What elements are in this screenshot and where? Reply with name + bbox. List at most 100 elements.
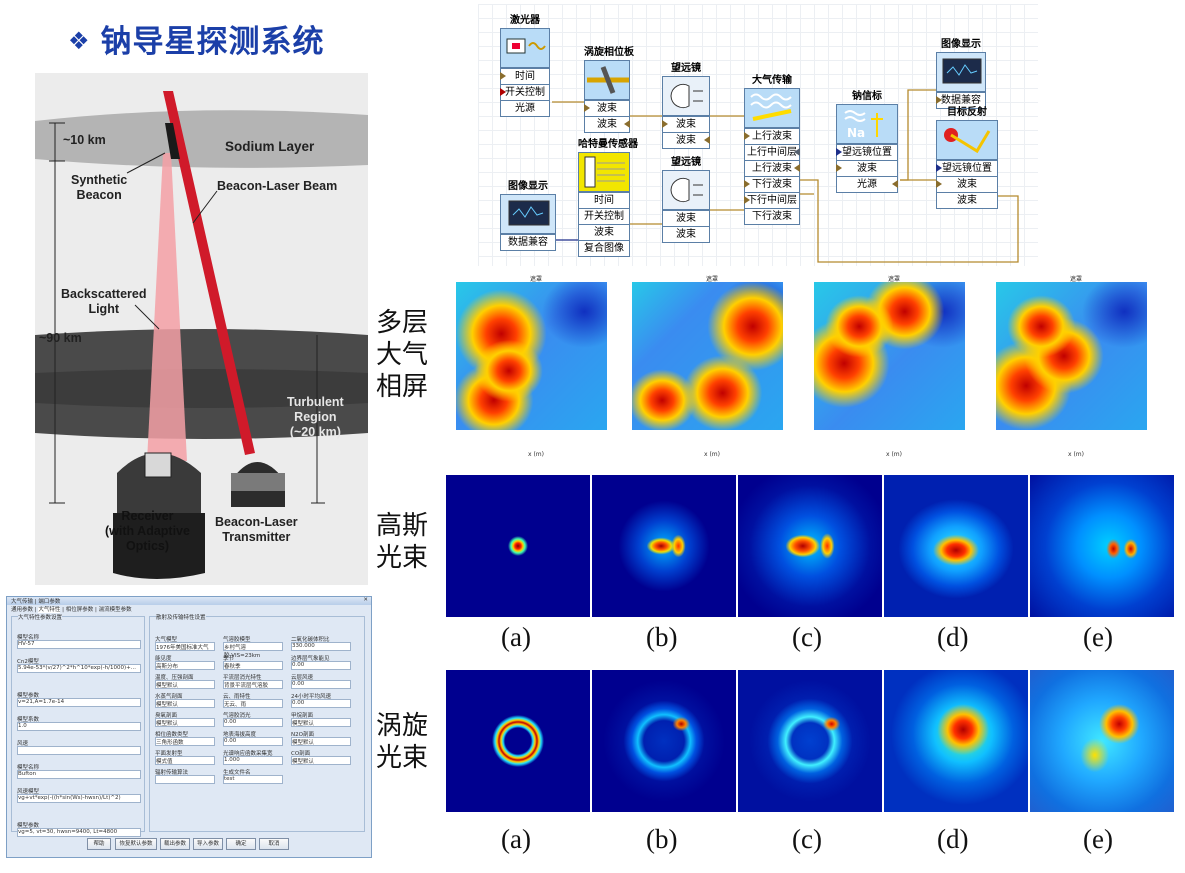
close-icon[interactable]: ✕: [363, 597, 368, 603]
phase-plate-icon: [584, 60, 630, 100]
vortex-port-beam-out[interactable]: 波束: [584, 117, 630, 133]
left-field-input[interactable]: 1.0: [17, 722, 141, 731]
right-field-input[interactable]: 乡村气溶胶,VIS=23km: [223, 642, 283, 659]
right-field-input[interactable]: 1976年美国标准大气: [155, 642, 215, 651]
cancel-button[interactable]: 取消: [259, 838, 289, 850]
right-field-label: 边界层气象能见: [291, 656, 330, 662]
telescope-top-port-out[interactable]: 波束: [662, 133, 710, 149]
laser-port-time[interactable]: 时间: [500, 68, 550, 85]
vortex-port-beam-in[interactable]: 波束: [584, 100, 630, 117]
simulation-flow-diagram: 激光器 时间 开关控制 光源 涡旋相位板 波束 波束 望远镜 波束 波束 大气传…: [478, 4, 1038, 266]
left-field-input[interactable]: HV-57: [17, 640, 141, 649]
block-atmosphere-transfer[interactable]: 大气传输 上行波束 上行中间层 上行波束 下行波束 下行中间层 下行波束: [744, 74, 800, 225]
sodium-port-telescope-pos[interactable]: 望远镜位置: [836, 144, 898, 161]
telescope-bottom-port-in[interactable]: 波束: [662, 210, 710, 227]
atmo-port-down-beam-in[interactable]: 下行波束: [744, 177, 800, 193]
right-field-input[interactable]: 模型默认: [155, 680, 215, 689]
display-bottom-port[interactable]: 数据兼容: [500, 234, 556, 251]
atmo-port-up-beam-out[interactable]: 上行波束: [744, 161, 800, 177]
help-button[interactable]: 帮助: [87, 838, 111, 850]
atmo-port-up-beam-in[interactable]: 上行波束: [744, 128, 800, 145]
block-image-display-bottom[interactable]: 图像显示 数据兼容: [500, 180, 556, 251]
import-params-button[interactable]: 导入参数: [193, 838, 223, 850]
phase-screen-2: 遮罩 x (m): [622, 274, 802, 458]
tab-atmosphere[interactable]: 大气特性: [38, 607, 61, 613]
target-port-telescope-pos[interactable]: 望远镜位置: [936, 160, 998, 177]
right-group-title: 散射及传输特性设置: [156, 613, 206, 621]
transmitter-label: Beacon-Laser Transmitter: [215, 515, 298, 544]
right-field-input[interactable]: 1.000: [223, 756, 283, 765]
right-field-input[interactable]: 背景平流层气溶胶: [223, 680, 283, 689]
left-field-input[interactable]: [17, 746, 141, 755]
laser-port-source[interactable]: 光源: [500, 101, 550, 117]
right-field-input[interactable]: 0.00: [291, 661, 351, 670]
left-field-input[interactable]: Bufton: [17, 770, 141, 779]
hartmann-port-composite[interactable]: 复合图像: [578, 241, 630, 257]
diamond-bullet-icon: ❖: [68, 27, 91, 55]
right-field-input[interactable]: 无云、雨: [223, 699, 283, 708]
left-field-input[interactable]: 5.94e-53*(v/27)^2*h^10*exp(-h/1000)+...: [17, 664, 141, 673]
block-telescope-bottom[interactable]: 望远镜 波束 波束: [662, 156, 710, 243]
block-telescope-top[interactable]: 望远镜 波束 波束: [662, 62, 710, 149]
caption-vortex-b: (b): [646, 824, 678, 854]
right-field-input[interactable]: 模型默认: [291, 737, 351, 746]
right-field-input[interactable]: 0.00: [223, 718, 283, 727]
tab-turbulence[interactable]: 湍流模型参数: [98, 607, 132, 613]
right-field-label: 云、雨特性: [223, 694, 251, 700]
left-field-input[interactable]: vg=5, vt=30, hwsn=9400, Lt=4800: [17, 828, 141, 837]
right-field-input[interactable]: 模型默认: [155, 699, 215, 708]
telescope-top-port-in[interactable]: 波束: [662, 116, 710, 133]
left-field-input[interactable]: v=21,A=1.7e-14: [17, 698, 141, 707]
beacon-laser-beam-label: Beacon-Laser Beam: [217, 179, 338, 193]
right-field-input[interactable]: 春秋季: [223, 661, 283, 670]
right-field-input[interactable]: 0.00: [291, 680, 351, 689]
caption-gauss-d: (d): [937, 622, 969, 652]
phase-screen-image: [814, 282, 965, 430]
block-image-display-top[interactable]: 图像显示 数据兼容: [936, 38, 986, 109]
phase-screen-row: 遮罩 x (m) 遮罩 x (m) 遮罩 x (m) 遮罩 x (m): [446, 274, 1180, 458]
sodium-port-beam[interactable]: 波束: [836, 161, 898, 177]
block-laser[interactable]: 激光器 时间 开关控制 光源: [500, 14, 550, 117]
atmo-port-down-middle[interactable]: 下行中间层: [744, 193, 800, 209]
right-field-input[interactable]: 模型默认: [291, 756, 351, 765]
right-field-input[interactable]: 模型默认: [155, 718, 215, 727]
right-field-input[interactable]: 330.000: [291, 642, 351, 651]
phase-screen-xlabel: x (m): [704, 451, 720, 458]
right-field-input[interactable]: 0.00: [223, 737, 283, 746]
block-hartmann-sensor[interactable]: 哈特曼传感器 时间 开关控制 波束 复合图像: [578, 138, 638, 257]
block-target-reflection[interactable]: 目标反射 望远镜位置 波束 波束: [936, 106, 998, 209]
gaussian-beam-row: [446, 475, 1180, 623]
right-field-input[interactable]: 高斯分布: [155, 661, 215, 670]
right-field-label: 平面发射型: [155, 751, 183, 757]
phase-screen-title: 遮罩: [1069, 276, 1082, 283]
sodium-port-source[interactable]: 光源: [836, 177, 898, 193]
hartmann-port-switch[interactable]: 开关控制: [578, 209, 630, 225]
hartmann-port-beam[interactable]: 波束: [578, 225, 630, 241]
caption-gauss-c: (c): [792, 622, 822, 652]
right-field-input[interactable]: 模型默认: [291, 718, 351, 727]
tab-phase-screen[interactable]: 相位屏参数: [65, 607, 94, 613]
atmo-port-up-middle[interactable]: 上行中间层: [744, 145, 800, 161]
export-params-button[interactable]: 载出参数: [160, 838, 190, 850]
right-field-label: 大气模型: [155, 637, 178, 643]
right-field-label: 辐射传输算法: [155, 770, 189, 776]
left-field-input[interactable]: vg+vt*exp(-((h*sin(Ws)-hwsn)/Lt)^2): [17, 794, 141, 803]
right-field-input[interactable]: 模式值: [155, 756, 215, 765]
target-port-beam-in[interactable]: 波束: [936, 177, 998, 193]
telescope-bottom-port-out[interactable]: 波束: [662, 227, 710, 243]
right-field-input[interactable]: [155, 775, 215, 784]
left-field-label: 风速: [17, 741, 29, 747]
tab-general[interactable]: 通用参数: [11, 607, 34, 613]
restore-defaults-button[interactable]: 恢复默认参数: [115, 838, 157, 850]
right-field-input[interactable]: 三角形函数: [155, 737, 215, 746]
laser-port-switch[interactable]: 开关控制: [500, 85, 550, 101]
ok-button[interactable]: 确定: [226, 838, 256, 850]
hartmann-port-time[interactable]: 时间: [578, 192, 630, 209]
atmo-port-down-beam-out[interactable]: 下行波束: [744, 209, 800, 225]
target-port-beam-out[interactable]: 波束: [936, 193, 998, 209]
right-field-input[interactable]: test: [223, 775, 283, 784]
display-top-port[interactable]: 数据兼容: [936, 92, 986, 109]
right-field-input[interactable]: 0.00: [291, 699, 351, 708]
block-sodium-beacon[interactable]: 钠信标 Na 望远镜位置 波束 光源: [836, 90, 898, 193]
block-vortex-phase-plate[interactable]: 涡旋相位板 波束 波束: [584, 46, 634, 133]
